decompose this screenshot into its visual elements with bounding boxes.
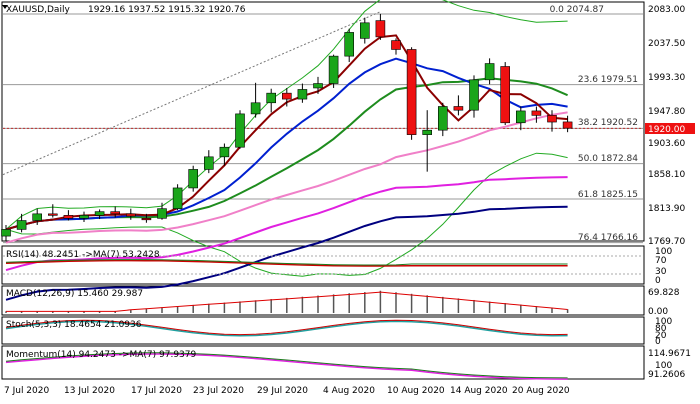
rsi-tick: 70 (655, 256, 667, 266)
ohlc-label: 1929.16 1937.52 1915.32 1920.76 (88, 5, 246, 15)
bear-candle (391, 40, 401, 50)
fib-label: 23.6 1979.51 (578, 75, 638, 85)
stoch-tick: 0 (655, 337, 661, 347)
date-tick: 7 Jul 2020 (4, 386, 49, 396)
fib-label: 76.4 1766.16 (578, 233, 638, 243)
current-price-label: 1920.00 (648, 125, 685, 135)
rsi-label: RSI(14) 48.2451 ->MA(7) 53.2428 (6, 250, 160, 260)
bull-candle (469, 79, 479, 111)
momentum-ma-line (5, 352, 568, 379)
stoch-label: Stoch(5,3,3) 18.4654 21.0936 (6, 320, 142, 330)
bull-candle (313, 83, 323, 89)
bear-candle (110, 211, 120, 215)
bear-candle (531, 110, 542, 116)
fib-label: 50.0 1872.84 (578, 154, 638, 164)
date-tick: 14 Aug 2020 (450, 386, 508, 396)
price-tick: 1769.70 (648, 237, 685, 247)
bull-candle (32, 213, 43, 221)
date-tick: 29 Jul 2020 (257, 386, 308, 396)
momentum-label: Momentum(14) 94.2473 ->MA(7) 97.9379 (6, 350, 197, 360)
fib-label: 0.0 2074.87 (550, 5, 604, 15)
bear-candle (281, 92, 292, 100)
date-tick: 13 Jul 2020 (64, 386, 115, 396)
momentum-panel[interactable] (1, 345, 645, 380)
momentum-tick: 100 (655, 361, 672, 371)
bear-candle (500, 66, 511, 124)
macd-tick: 69.828 (648, 288, 680, 298)
date-tick: 4 Aug 2020 (323, 386, 375, 396)
bull-candle (219, 146, 230, 158)
ma-magenta-line (5, 176, 568, 272)
bull-candle (172, 187, 183, 209)
date-tick: 23 Jul 2020 (193, 386, 244, 396)
bull-candle (188, 169, 198, 189)
macd-label: MACD(12,26,9) 15.460 29.987 (6, 289, 143, 299)
stoch-tick: 100 (655, 317, 672, 327)
rsi-line (5, 259, 568, 267)
bull-candle (266, 92, 277, 104)
bull-candle (437, 106, 448, 131)
bull-candle (344, 32, 355, 57)
price-panel[interactable] (1, 1, 645, 242)
fib-trendline (2, 11, 381, 176)
stoch-tick: 80 (655, 324, 667, 334)
bear-candle (547, 115, 557, 123)
rsi-tick: 0 (655, 276, 661, 286)
rsi-ma-line (5, 259, 568, 266)
date-tick: 10 Aug 2020 (387, 386, 445, 396)
momentum-line (5, 353, 568, 380)
bear-candle (375, 20, 386, 38)
bull-candle (297, 89, 308, 100)
bear-candle (126, 213, 136, 217)
bull-candle (204, 156, 214, 170)
bull-candle (328, 55, 339, 84)
symbol-dropdown-icon[interactable] (2, 5, 8, 9)
bear-candle (141, 218, 152, 221)
symbol-label: XAUUSD,Daily (6, 5, 70, 15)
bull-candle (235, 113, 245, 148)
ma-pink-line (5, 111, 568, 244)
bull-candle (1, 229, 11, 237)
price-tick: 1813.90 (648, 204, 685, 214)
bear-candle (562, 121, 573, 129)
date-tick: 17 Jul 2020 (131, 386, 182, 396)
current-price-tag (645, 123, 695, 134)
fib-label: 38.2 1920.52 (578, 118, 638, 128)
bull-candle (515, 110, 526, 124)
price-tick: 2037.50 (648, 39, 685, 49)
price-tick: 1903.60 (648, 139, 685, 149)
bear-candle (63, 215, 74, 219)
fib-label: 61.8 1825.15 (578, 190, 638, 200)
momentum-tick: 91.2606 (648, 370, 685, 380)
bollinger-lower (5, 152, 568, 277)
macd-signal-line (6, 291, 568, 312)
bull-candle (16, 220, 27, 230)
price-tick: 2083.00 (648, 5, 685, 15)
bull-candle (157, 208, 167, 219)
bull-candle (422, 129, 433, 135)
stoch-d-line (5, 319, 568, 336)
bear-candle (453, 106, 464, 111)
ma-navy-line (5, 205, 568, 301)
bull-candle (250, 102, 261, 115)
date-tick: 20 Aug 2020 (512, 386, 570, 396)
price-tick: 1858.10 (648, 170, 685, 180)
price-tick: 1947.80 (648, 107, 685, 117)
stoch-tick: 20 (655, 331, 667, 341)
bear-candle (406, 49, 417, 135)
momentum-tick: 114.9671 (648, 349, 691, 359)
price-tick: 1993.30 (648, 73, 685, 83)
rsi-tick: 100 (655, 247, 672, 257)
bull-candle (79, 215, 89, 219)
bear-candle (47, 213, 58, 216)
rsi-tick: 30 (655, 267, 667, 277)
stoch-k-line (5, 320, 568, 337)
bull-candle (484, 63, 495, 81)
bull-candle (94, 211, 105, 216)
macd-tick: 0.00 (648, 307, 668, 317)
bull-candle (359, 22, 370, 39)
